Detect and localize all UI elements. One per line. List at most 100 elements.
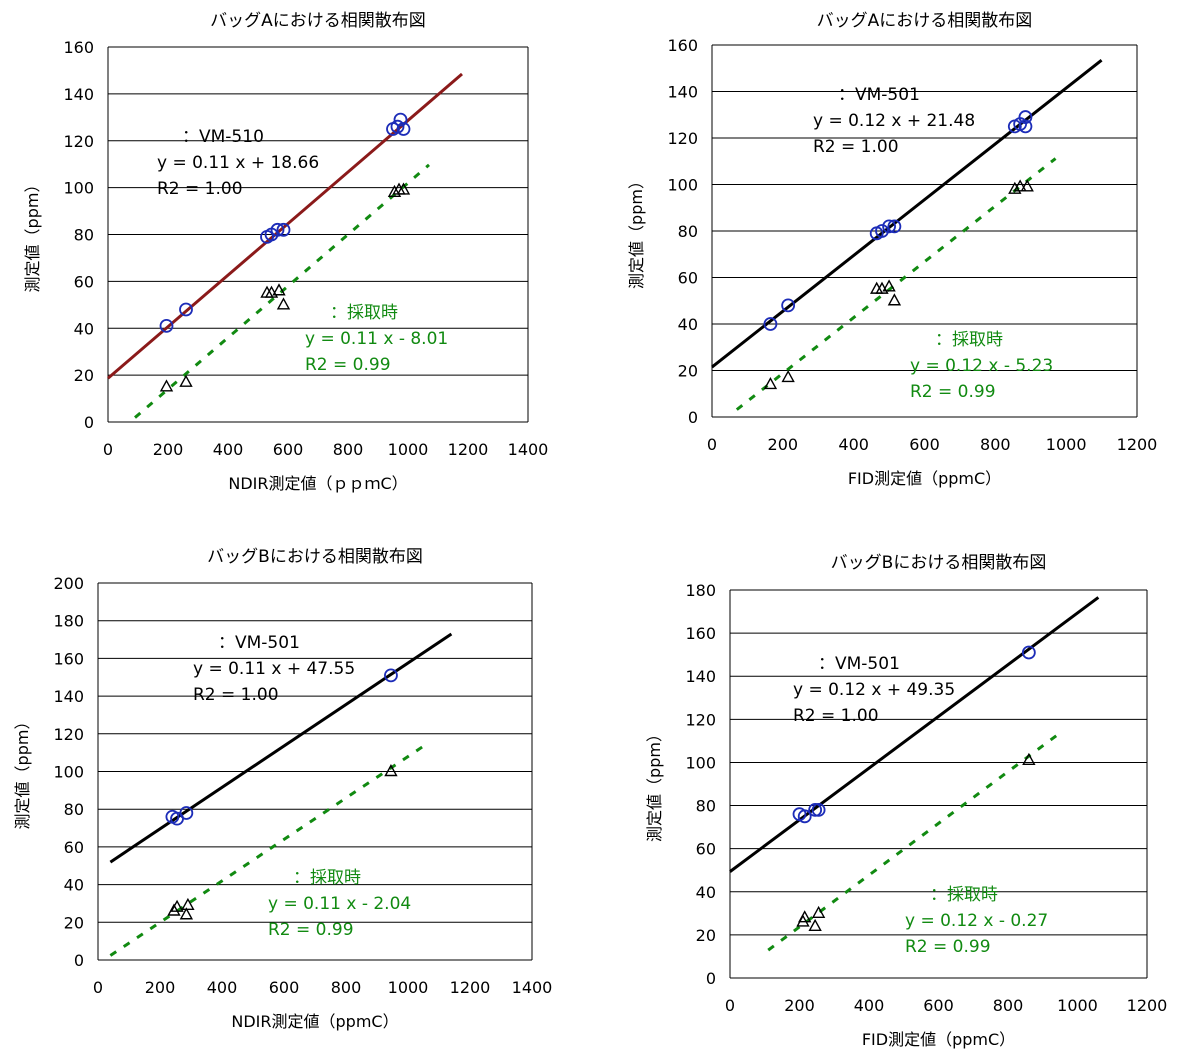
r-squared-label: R2 = 1.00 bbox=[157, 179, 243, 199]
data-point-triangle bbox=[882, 279, 896, 292]
x-tick-label: 400 bbox=[213, 440, 244, 459]
x-tick-label: 1400 bbox=[512, 978, 553, 997]
y-tick-label: 20 bbox=[64, 913, 84, 932]
y-tick-label: 60 bbox=[696, 840, 716, 859]
y-tick-label: 140 bbox=[685, 667, 716, 686]
series-sampling: ：採取時 y = 0.11 x - 8.01 R2 = 0.99 bbox=[134, 163, 448, 419]
r-squared-label: R2 = 0.99 bbox=[910, 382, 996, 402]
r-squared-label: R2 = 0.99 bbox=[305, 355, 391, 375]
series-name-label: ：採取時 bbox=[330, 303, 398, 323]
series-name-label: ：採取時 bbox=[935, 330, 1003, 350]
series-vm: ：VM-501 y = 0.12 x + 49.35 R2 = 1.00 bbox=[729, 596, 1100, 873]
series-vm: ：VM-501 y = 0.12 x + 21.48 R2 = 1.00 bbox=[711, 58, 1103, 369]
chart-title: バッグAにおける相関散布図 bbox=[210, 11, 426, 31]
x-axis-label: NDIR測定値（ppmC） bbox=[231, 1012, 398, 1031]
y-axis-label: 測定値（ppm） bbox=[23, 177, 42, 293]
data-point-triangle bbox=[1008, 181, 1022, 194]
r-squared-label: R2 = 0.99 bbox=[268, 920, 354, 940]
x-tick-label: 800 bbox=[333, 440, 364, 459]
x-tick-label: 600 bbox=[909, 435, 940, 454]
y-tick-label: 60 bbox=[64, 838, 84, 857]
data-point-circle bbox=[1018, 110, 1033, 124]
chart-3: バッグBにおける相関散布図 0 20 40 60 80 100 120 140 160 180 200… bbox=[13, 547, 552, 1031]
data-point-triangle bbox=[887, 293, 902, 306]
x-tick-label: 1200 bbox=[448, 440, 489, 459]
fit-equation: y = 0.11 x - 8.01 bbox=[305, 329, 448, 349]
x-tick-label: 1000 bbox=[388, 978, 429, 997]
y-tick-label: 0 bbox=[74, 951, 84, 970]
series-sampling: ：採取時 y = 0.12 x - 5.23 R2 = 0.99 bbox=[735, 157, 1057, 411]
y-axis-label: 測定値（ppm） bbox=[627, 173, 646, 289]
x-tick-label: 1000 bbox=[388, 440, 429, 459]
chart-title: バッグBにおける相関散布図 bbox=[831, 553, 1047, 573]
data-point-triangle bbox=[1020, 179, 1034, 192]
r-squared-label: R2 = 1.00 bbox=[793, 706, 879, 726]
trendline bbox=[729, 596, 1100, 873]
y-tick-label: 160 bbox=[63, 38, 94, 57]
data-point-triangle bbox=[167, 903, 181, 916]
x-axis-label: NDIR測定値（ｐｐｍC） bbox=[228, 474, 407, 493]
y-tick-label: 0 bbox=[688, 408, 698, 427]
data-point-circle bbox=[1021, 645, 1036, 660]
series-name-label: ：VM-501 bbox=[838, 85, 920, 105]
data-point-circle bbox=[159, 319, 174, 333]
data-point-circle bbox=[179, 302, 193, 317]
y-tick-label: 60 bbox=[74, 272, 94, 291]
y-tick-label: 40 bbox=[74, 319, 94, 338]
x-tick-label: 0 bbox=[93, 978, 103, 997]
y-tick-label: 80 bbox=[74, 226, 94, 245]
fit-equation: y = 0.12 x + 49.35 bbox=[793, 680, 955, 700]
y-tick-label: 160 bbox=[667, 36, 698, 55]
y-tick-label: 0 bbox=[706, 969, 716, 988]
y-tick-label: 100 bbox=[53, 763, 84, 782]
chart-2: バッグAにおける相関散布図 0 20 40 60 80 100 120 140 160 0 200 40… bbox=[627, 11, 1157, 488]
trendline bbox=[735, 157, 1057, 411]
r-squared-label: R2 = 1.00 bbox=[193, 685, 279, 705]
x-tick-label: 200 bbox=[153, 440, 184, 459]
data-point-circle bbox=[384, 668, 398, 683]
y-tick-label: 120 bbox=[53, 725, 84, 744]
x-tick-label: 1000 bbox=[1046, 435, 1087, 454]
data-point-circle bbox=[808, 802, 823, 817]
fit-equation: y = 0.11 x - 2.04 bbox=[268, 894, 411, 914]
x-tick-label: 200 bbox=[145, 978, 176, 997]
fit-equation: y = 0.11 x + 18.66 bbox=[157, 153, 319, 173]
series-sampling: ：採取時 y = 0.12 x - 0.27 R2 = 0.99 bbox=[767, 731, 1062, 957]
y-tick-label: 140 bbox=[53, 687, 84, 706]
y-tick-label: 180 bbox=[685, 581, 716, 600]
y-tick-label: 140 bbox=[63, 85, 94, 104]
series-name-label: ：採取時 bbox=[293, 868, 361, 888]
x-tick-label: 600 bbox=[273, 440, 304, 459]
data-point-circle bbox=[396, 122, 411, 136]
data-point-triangle bbox=[276, 297, 291, 310]
data-point-triangle bbox=[1022, 752, 1036, 765]
fit-equation: y = 0.12 x - 0.27 bbox=[905, 911, 1048, 931]
data-point-circle bbox=[797, 809, 812, 824]
fit-equation: y = 0.12 x + 21.48 bbox=[813, 111, 975, 131]
series-vm: ：VM-501 y = 0.11 x + 47.55 R2 = 1.00 bbox=[109, 632, 453, 864]
trendline bbox=[109, 632, 453, 864]
data-point-triangle bbox=[159, 379, 174, 392]
series-name-label: ：VM-501 bbox=[218, 633, 300, 653]
chart-1: バッグAにおける相関散布図 0 20 40 60 80 100 120 140 160 0 200 40… bbox=[23, 11, 548, 493]
data-point-circle bbox=[276, 222, 291, 237]
x-tick-label: 800 bbox=[993, 996, 1024, 1015]
y-tick-label: 160 bbox=[53, 649, 84, 668]
y-tick-label: 120 bbox=[685, 710, 716, 729]
data-point-triangle bbox=[396, 182, 411, 195]
y-tick-label: 100 bbox=[685, 753, 716, 772]
data-point-circle bbox=[393, 112, 408, 127]
y-tick-label: 20 bbox=[696, 926, 716, 945]
trendline bbox=[711, 58, 1103, 369]
data-point-triangle bbox=[384, 764, 398, 777]
fit-equation: y = 0.11 x + 47.55 bbox=[193, 659, 355, 679]
x-tick-label: 400 bbox=[207, 978, 238, 997]
x-tick-label: 800 bbox=[331, 978, 362, 997]
fit-equation: y = 0.12 x - 5.23 bbox=[910, 356, 1053, 376]
data-point-circle bbox=[882, 219, 896, 234]
data-point-circle bbox=[781, 298, 796, 313]
data-point-triangle bbox=[179, 907, 194, 920]
y-tick-label: 200 bbox=[53, 574, 84, 593]
y-tick-label: 180 bbox=[53, 612, 84, 631]
